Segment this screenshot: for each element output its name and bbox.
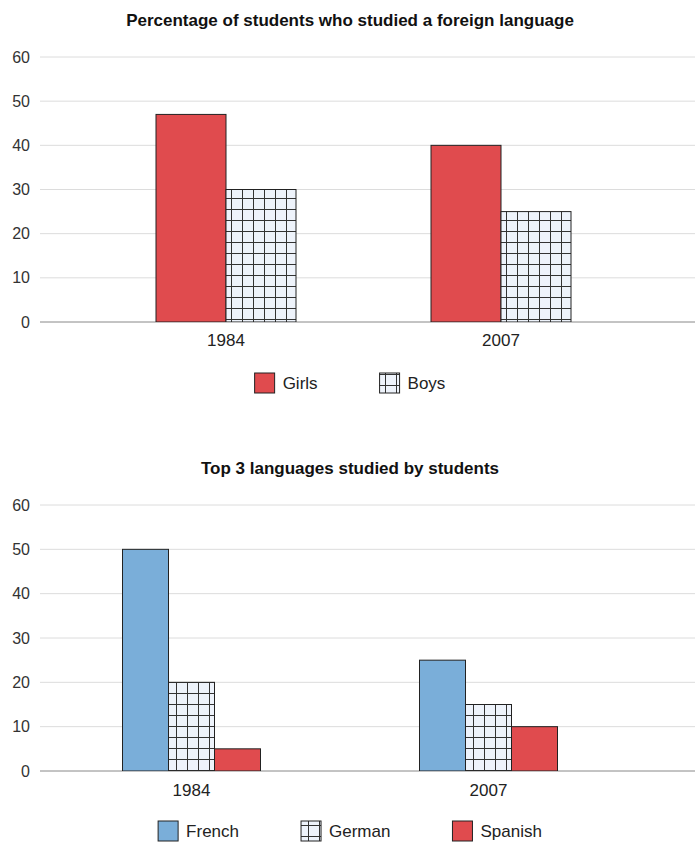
grid-line [40, 277, 695, 278]
y-tick-label: 0 [21, 763, 30, 780]
x-tick-label: 1984 [207, 331, 245, 350]
bar [512, 727, 558, 771]
y-tick-label: 20 [12, 674, 30, 691]
y-axis: 0 10 20 30 40 50 60 [12, 49, 695, 331]
grid-line [40, 322, 695, 323]
chart-canvas: Percentage of students who studied a for… [0, 0, 700, 856]
y-tick-label: 60 [12, 497, 30, 514]
y-axis: 0 10 20 30 40 50 60 [12, 497, 695, 780]
y-tick-label: 50 [12, 93, 30, 110]
bar [420, 660, 466, 771]
grid-line [40, 145, 695, 146]
legend-swatch [158, 821, 178, 841]
legend-swatch [301, 821, 321, 841]
grid-line [40, 233, 695, 234]
bar [123, 549, 169, 771]
bar [226, 190, 296, 323]
y-tick-label: 30 [12, 181, 30, 198]
bar [156, 114, 226, 322]
legend-label: Girls [283, 374, 318, 393]
y-tick-label: 20 [12, 225, 30, 242]
legend-label: Spanish [480, 822, 541, 841]
bars [123, 549, 558, 771]
x-tick-label: 2007 [482, 331, 520, 350]
chart-title: Percentage of students who studied a for… [126, 11, 574, 30]
y-tick-label: 30 [12, 630, 30, 647]
legend: Girls Boys [255, 373, 446, 393]
bar [431, 145, 501, 322]
y-tick-label: 10 [12, 718, 30, 735]
legend: French German Spanish [158, 821, 542, 841]
bar [169, 682, 215, 771]
legend-label: German [329, 822, 390, 841]
y-tick-label: 10 [12, 269, 30, 286]
x-tick-label: 1984 [173, 781, 211, 800]
legend-label: French [186, 822, 239, 841]
legend-swatch [380, 373, 400, 393]
chart-title: Top 3 languages studied by students [201, 459, 499, 478]
bar [466, 705, 512, 772]
y-tick-label: 40 [12, 137, 30, 154]
grid-line [40, 189, 695, 190]
grid-line [40, 57, 695, 58]
grid-line [40, 101, 695, 102]
legend-swatch [255, 373, 275, 393]
y-tick-label: 60 [12, 49, 30, 66]
x-tick-label: 2007 [470, 781, 508, 800]
grid-line [40, 505, 695, 506]
y-tick-label: 50 [12, 541, 30, 558]
legend-swatch [452, 821, 472, 841]
y-tick-label: 0 [21, 314, 30, 331]
bar [215, 749, 261, 771]
y-tick-label: 40 [12, 585, 30, 602]
legend-label: Boys [408, 374, 446, 393]
bars [156, 114, 571, 322]
bar [501, 212, 571, 322]
